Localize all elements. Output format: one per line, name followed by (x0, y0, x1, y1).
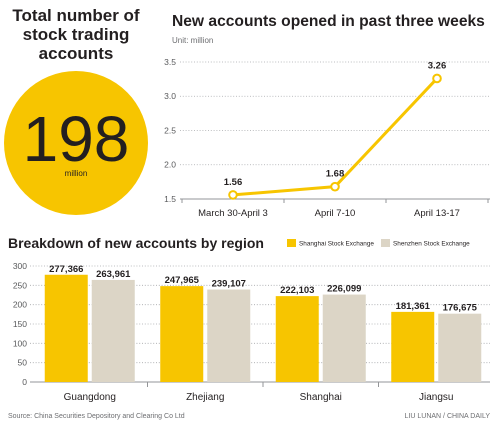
bar-guangdong-shanghai-exchange (44, 274, 88, 382)
line-chart-x-tick-label: March 30-April 3 (198, 208, 268, 219)
bar-value-label: 247,965 (165, 275, 200, 286)
bar-shanghai-shanghai-exchange (275, 296, 319, 382)
bar-chart-panel: Breakdown of new accounts by region Shan… (8, 235, 490, 403)
total-value: 198 (23, 103, 130, 175)
line-chart-point (432, 73, 442, 84)
credit-note: LIU LUNAN / CHINA DAILY (405, 413, 491, 420)
bar-chart-y-tick-label: 150 (13, 319, 27, 329)
bar-chart-title: Breakdown of new accounts by region (8, 235, 264, 251)
bar-chart-y-tick-label: 50 (18, 358, 28, 368)
line-chart-x-tick-label: April 7-10 (315, 208, 356, 219)
bar-chart-category-label: Zhejiang (186, 392, 224, 403)
bar-value-label: 277,366 (49, 264, 83, 275)
bar-zhejiang-shenzhen-exchange (207, 289, 251, 382)
bar-jiangsu-shanghai-exchange (391, 311, 435, 382)
bar-value-label: 181,361 (396, 301, 431, 312)
bar-zhejiang-shanghai-exchange (160, 286, 204, 382)
line-chart-title: New accounts opened in past three weeks (172, 13, 485, 30)
legend-swatch-shanghai (287, 239, 296, 247)
bar-chart-y-tick-label: 0 (22, 377, 27, 387)
bar-shanghai-shenzhen-exchange (322, 294, 366, 382)
legend: Shanghai Stock Exchange Shenzhen Stock E… (287, 239, 470, 248)
bar-guangdong-shenzhen-exchange (91, 279, 135, 382)
bar-chart-y-tick-label: 200 (13, 300, 27, 310)
bar-value-label: 239,107 (212, 279, 246, 290)
bar-jiangsu-shenzhen-exchange (438, 313, 482, 382)
legend-swatch-shenzhen (381, 239, 390, 247)
line-chart-point (330, 181, 340, 192)
total-unit: million (65, 169, 88, 178)
line-chart-point-label: 1.56 (224, 177, 243, 188)
line-chart-unit: Unit: million (172, 36, 213, 45)
bar-value-label: 176,675 (443, 303, 478, 314)
bar-chart-y-tick-label: 100 (13, 338, 27, 348)
total-title-line-2: stock trading (23, 25, 130, 44)
legend-label-shanghai: Shanghai Stock Exchange (299, 241, 374, 248)
total-accounts-panel: Total number of stock trading accounts 1… (4, 6, 148, 215)
bar-value-label: 226,099 (327, 284, 361, 295)
line-chart-y-tick-label: 3.5 (164, 57, 176, 67)
bar-chart-category-label: Jiangsu (419, 392, 453, 403)
legend-label-shenzhen: Shenzhen Stock Exchange (393, 241, 470, 248)
footer: Source: China Securities Depository and … (8, 413, 490, 420)
bar-chart-y-tick-label: 300 (13, 261, 27, 271)
bar-chart: 0 50 100 150 200 250 300 277,366 263,961 Guangdon… (13, 261, 490, 403)
line-chart-panel: New accounts opened in past three weeks … (164, 13, 490, 219)
line-chart-point (228, 190, 238, 200)
bar-chart-category-label: Guangdong (64, 392, 116, 403)
bar-value-label: 263,961 (96, 269, 131, 280)
line-chart-x-tick-label: April 13-17 (414, 208, 460, 219)
source-note: Source: China Securities Depository and … (8, 413, 185, 420)
line-chart-point-label: 3.26 (428, 60, 447, 71)
total-title-line-3: accounts (39, 44, 114, 63)
total-title-line-1: Total number of (12, 6, 140, 25)
line-chart-y-tick-label: 2.5 (164, 125, 176, 135)
total-circle (4, 71, 148, 215)
bar-value-label: 222,103 (280, 285, 314, 296)
line-chart-y-tick-label: 2.0 (164, 160, 176, 170)
line-chart-y-tick-label: 1.5 (164, 194, 176, 204)
bar-chart-y-tick-label: 250 (13, 280, 27, 290)
line-chart-y-tick-label: 3.0 (164, 91, 176, 101)
line-chart-point-label: 1.68 (326, 169, 345, 180)
line-chart: 1.5 2.0 2.5 3.0 3.5 March 30-April 3 April 7-1… (164, 57, 490, 219)
bar-chart-category-label: Shanghai (300, 392, 342, 403)
